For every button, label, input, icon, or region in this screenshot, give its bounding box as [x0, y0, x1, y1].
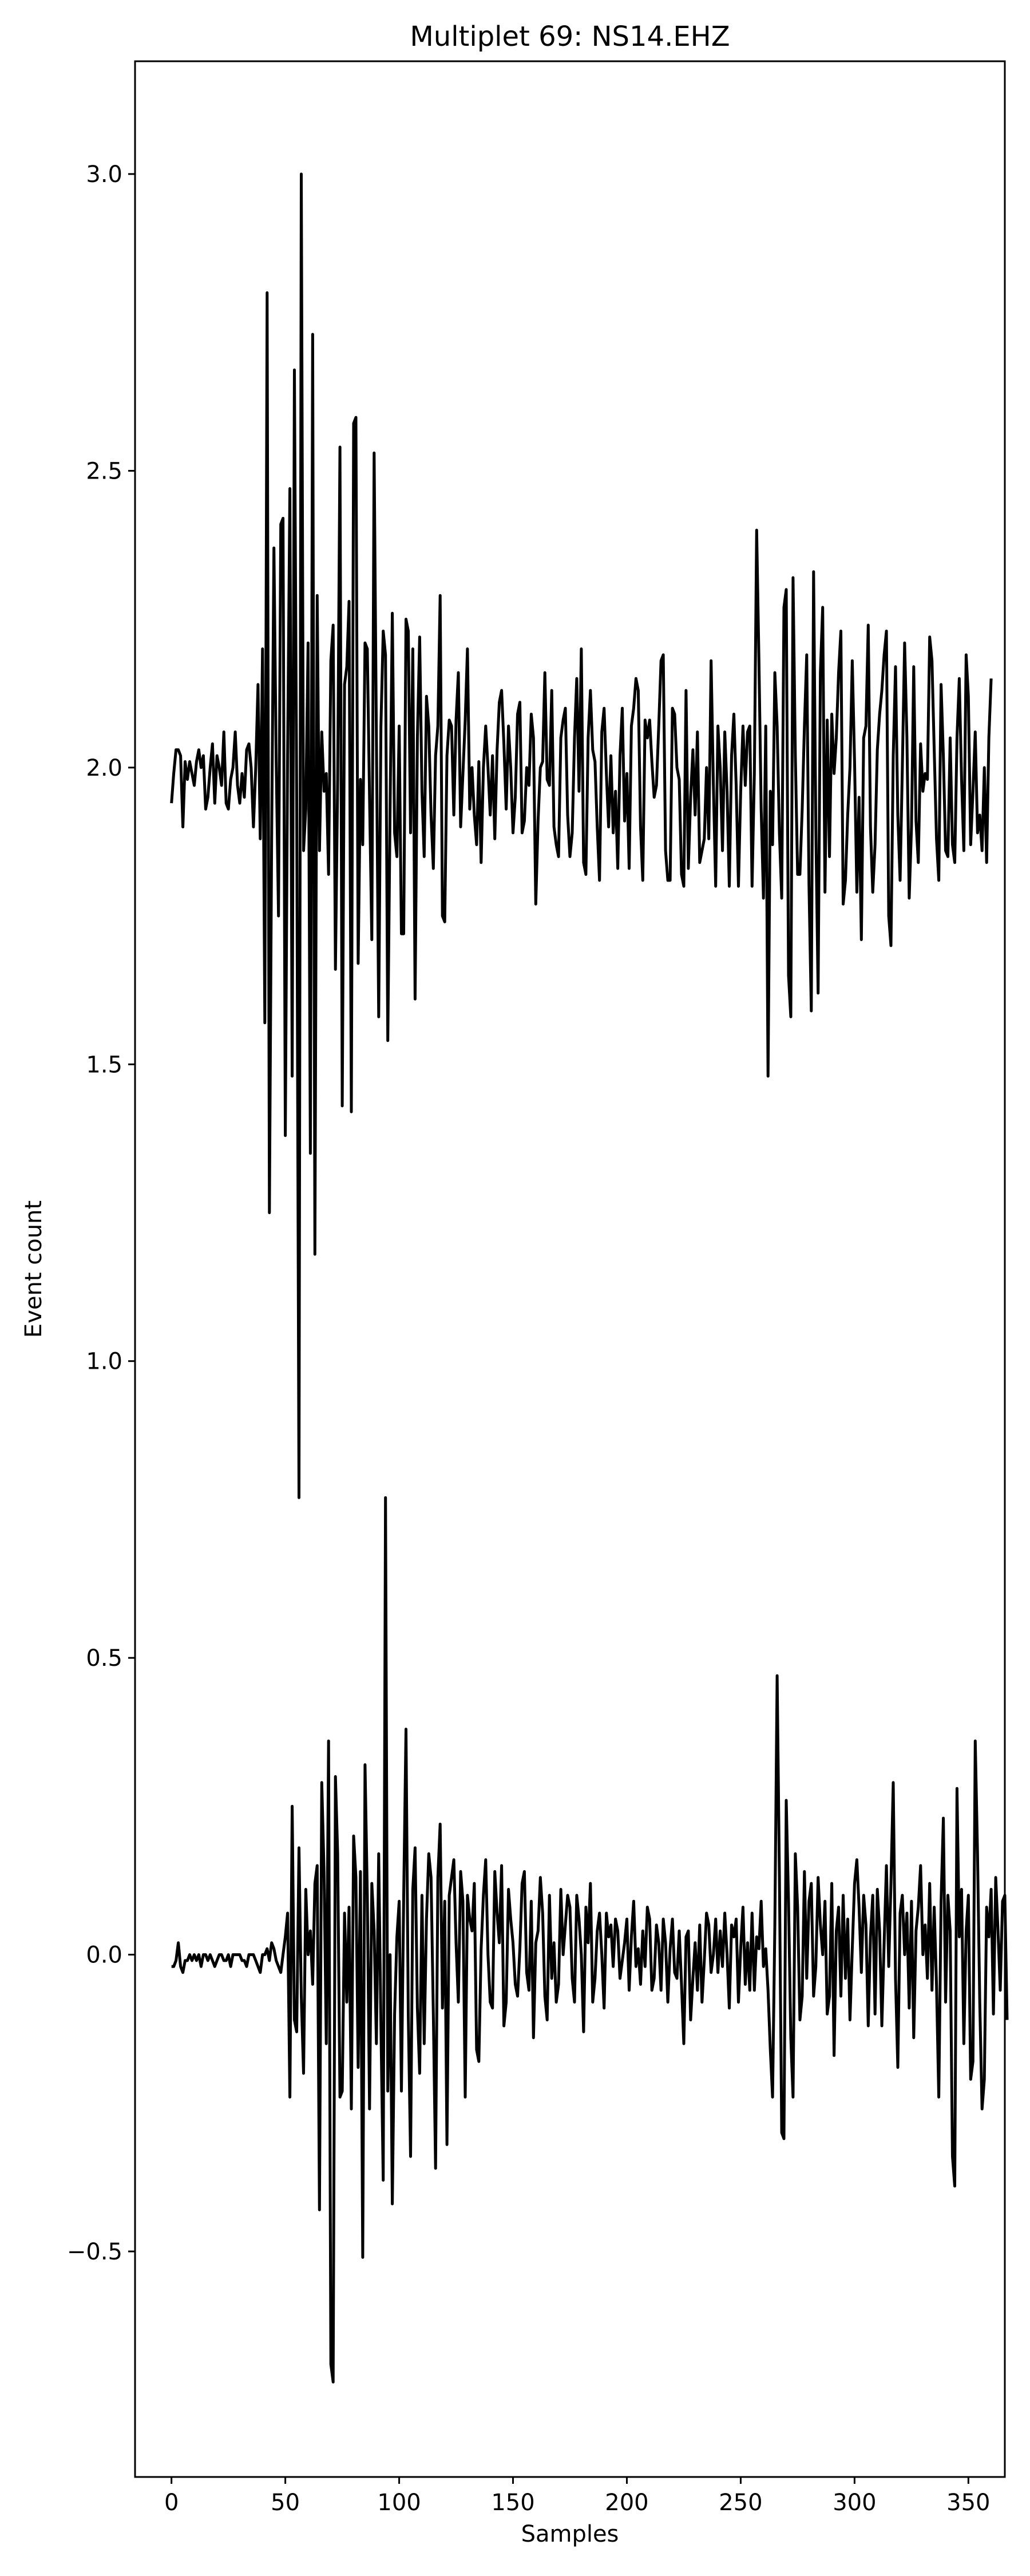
y-axis: −0.5 0.0 0.5 1.0 1.5 2.0 2.5 3.0: [67, 161, 135, 2265]
x-tick-label: 100: [377, 2490, 421, 2516]
x-tick-label: 50: [271, 2490, 300, 2516]
y-tick-label: 1.0: [86, 1349, 122, 1375]
waveform-line-1: [170, 172, 993, 1499]
y-axis-label: Event count: [21, 1200, 47, 1338]
x-tick-label: 0: [164, 2490, 179, 2516]
series-layer: [170, 172, 1009, 2384]
y-tick-label: 0.0: [86, 1942, 122, 1969]
x-tick-label: 350: [946, 2490, 990, 2516]
chart-title: Multiplet 69: NS14.EHZ: [410, 21, 730, 53]
y-tick-label: −0.5: [67, 2239, 122, 2265]
x-axis: 0 50 100 150 200 250 300 350: [164, 2477, 991, 2516]
y-tick-label: 2.0: [86, 755, 122, 781]
y-tick-label: 0.5: [86, 1645, 122, 1672]
y-tick-label: 3.0: [86, 161, 122, 188]
plot-frame: [134, 60, 1006, 2478]
x-tick-label: 200: [605, 2490, 648, 2516]
waveform-line-2: [171, 1496, 1009, 2384]
y-tick-label: 1.5: [86, 1052, 122, 1078]
x-axis-label: Samples: [521, 2521, 619, 2547]
x-tick-label: 150: [491, 2490, 534, 2516]
x-tick-label: 250: [719, 2490, 762, 2516]
x-tick-label: 300: [833, 2490, 876, 2516]
y-tick-label: 2.5: [86, 458, 122, 484]
